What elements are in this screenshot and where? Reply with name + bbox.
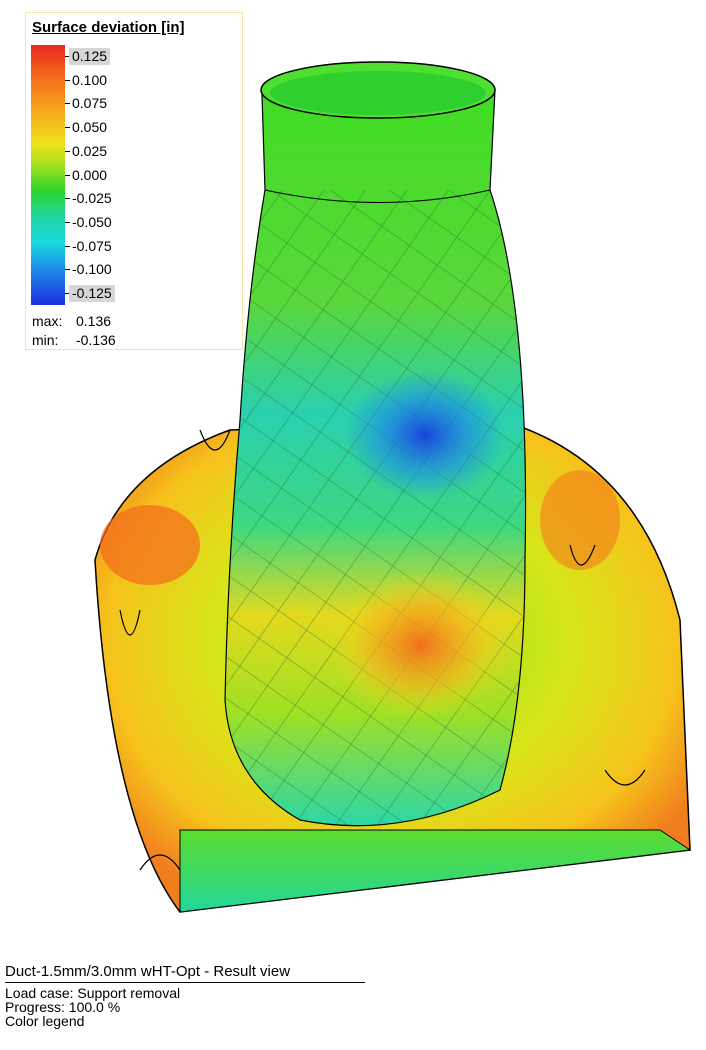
legend-tick bbox=[65, 56, 70, 57]
legend-tick bbox=[65, 293, 70, 294]
legend-tick bbox=[65, 127, 70, 129]
duct bbox=[224, 61, 527, 827]
legend-label: -0.025 bbox=[72, 190, 112, 207]
max-label: max: bbox=[32, 313, 63, 329]
legend-label: 0.075 bbox=[72, 95, 108, 112]
footer-line: Load case: Support removal bbox=[5, 985, 181, 1001]
legend-label: 0.100 bbox=[72, 71, 108, 88]
footer-line: Progress: 100.0 % bbox=[5, 999, 121, 1015]
footer-title: Duct-1.5mm/3.0mm wHT-Opt - Result view bbox=[5, 963, 365, 983]
legend-tick bbox=[65, 269, 70, 271]
min-label: min: bbox=[32, 332, 59, 348]
legend-tick bbox=[65, 174, 70, 176]
legend-title: Surface deviation [in] bbox=[32, 19, 185, 36]
legend-label: -0.050 bbox=[72, 213, 112, 230]
color-bar bbox=[31, 45, 65, 305]
legend-tick bbox=[65, 245, 70, 247]
legend-tick bbox=[65, 150, 70, 152]
legend-label: 0.025 bbox=[72, 142, 108, 159]
result-view bbox=[94, 61, 692, 913]
footer: Duct-1.5mm/3.0mm wHT-Opt - Result view L… bbox=[5, 963, 365, 1028]
legend-tick bbox=[65, 198, 70, 200]
legend-label: 0.050 bbox=[72, 119, 108, 136]
legend-tick bbox=[65, 221, 70, 223]
min-value: -0.136 bbox=[76, 332, 116, 348]
footer-line: Color legend bbox=[5, 1013, 85, 1029]
legend-label: 0.000 bbox=[72, 166, 108, 183]
legend-label: -0.100 bbox=[72, 261, 112, 278]
legend-tick bbox=[65, 103, 70, 105]
legend-label: -0.075 bbox=[72, 237, 112, 254]
legend-label: 0.125 bbox=[69, 48, 111, 65]
max-value: 0.136 bbox=[76, 313, 112, 329]
legend-tick bbox=[65, 79, 70, 81]
color-legend: Surface deviation [in] max: 0.136 min: -… bbox=[25, 12, 243, 350]
legend-label: -0.125 bbox=[69, 285, 115, 302]
